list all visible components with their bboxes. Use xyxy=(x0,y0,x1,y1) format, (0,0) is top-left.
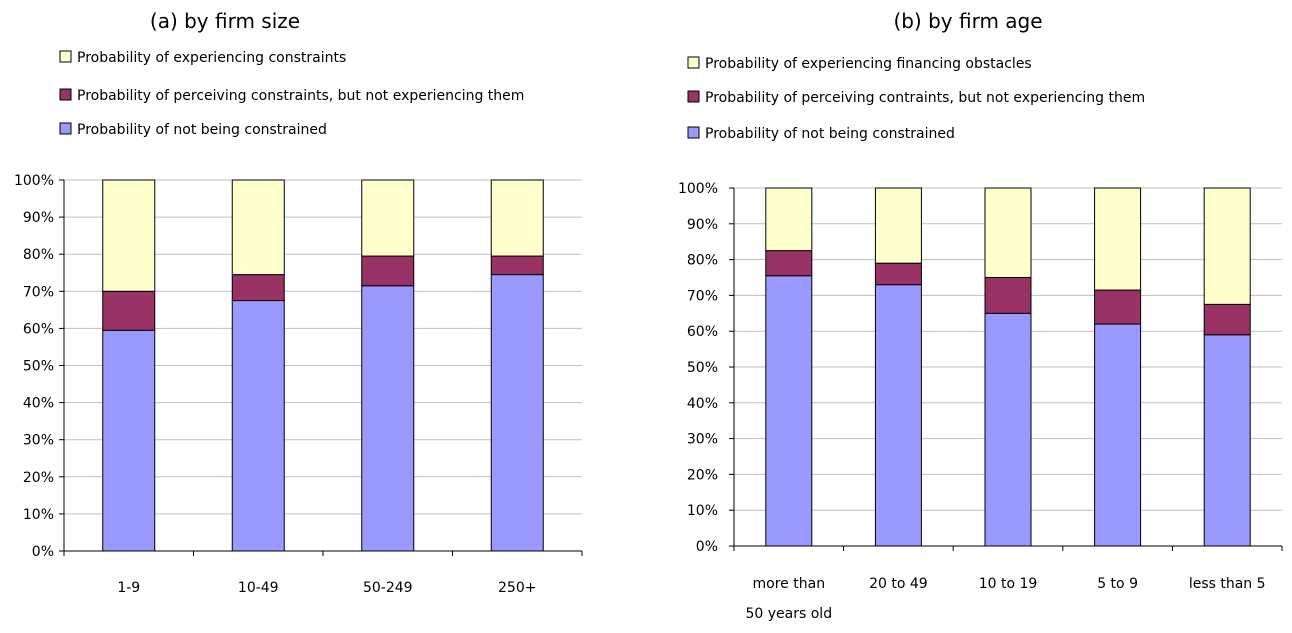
bar-segment xyxy=(765,275,813,547)
y-tick-label: 20% xyxy=(687,467,718,483)
chart-by-firm-age: (b) by firm age Probability of experienc… xyxy=(678,9,1283,622)
y-tick-label: 60% xyxy=(687,324,718,340)
y-tick-label: 40% xyxy=(23,396,54,412)
y-tick-label: 90% xyxy=(23,210,54,226)
bar-segment xyxy=(102,329,156,552)
bar-segment xyxy=(765,250,813,277)
x-tick-label: 50-249 xyxy=(363,580,413,596)
legend-label: Probability of experiencing constraints xyxy=(77,50,346,66)
legend-swatch xyxy=(59,122,72,135)
legend: Probability of experiencing financing ob… xyxy=(687,56,1145,142)
x-tick-label: 1-9 xyxy=(117,580,140,596)
chart-title: (a) by firm size xyxy=(150,9,300,33)
chart-by-firm-size: (a) by firm size Probability of experien… xyxy=(14,9,583,596)
y-tick-label: 80% xyxy=(23,247,54,263)
y-tick-label: 0% xyxy=(32,544,54,560)
legend-swatch xyxy=(687,56,700,69)
bar-segment xyxy=(1094,187,1142,291)
bar-segment xyxy=(874,187,922,264)
legend-swatch xyxy=(687,90,700,103)
bar-segment xyxy=(102,290,156,331)
bar-segment xyxy=(874,284,922,547)
bar-segment xyxy=(984,187,1032,278)
bar-segment xyxy=(1203,187,1251,305)
y-tick-label: 70% xyxy=(23,284,54,300)
bar-segment xyxy=(231,179,285,276)
x-tick-label: 20 to 49 xyxy=(869,576,928,592)
bar-segment xyxy=(231,300,285,552)
x-tick-label: 10-49 xyxy=(238,580,279,596)
y-tick-label: 70% xyxy=(687,288,718,304)
legend-label: Probability of experiencing financing ob… xyxy=(705,56,1032,72)
bar-segment xyxy=(490,179,544,257)
bars xyxy=(765,187,1251,547)
bar-segment xyxy=(361,179,415,257)
x-tick-label: more than xyxy=(753,576,826,592)
x-tick-label: less than 5 xyxy=(1189,576,1266,592)
y-tick-label: 20% xyxy=(23,470,54,486)
y-tick-label: 40% xyxy=(687,396,718,412)
x-tick-label: 250+ xyxy=(498,580,536,596)
x-tick-label: 50 years old xyxy=(746,606,833,622)
legend-label: Probability of perceiving contraints, bu… xyxy=(705,90,1145,106)
y-tick-label: 90% xyxy=(687,217,718,233)
legend-label: Probability of not being constrained xyxy=(77,122,327,138)
bar-segment xyxy=(1094,289,1142,325)
bar-segment xyxy=(765,187,813,252)
x-tick-label: 5 to 9 xyxy=(1097,576,1138,592)
bar-segment xyxy=(490,255,544,276)
legend: Probability of experiencing constraints P… xyxy=(59,50,524,138)
y-tick-label: 50% xyxy=(23,359,54,375)
bar-segment xyxy=(1094,323,1142,547)
legend-label: Probability of not being constrained xyxy=(705,126,955,142)
y-tick-label: 50% xyxy=(687,360,718,376)
bar-segment xyxy=(984,312,1032,547)
legend-label: Probability of perceiving constraints, b… xyxy=(77,88,524,104)
y-tick-label: 0% xyxy=(696,539,718,555)
bars xyxy=(102,179,544,552)
legend-swatch xyxy=(59,50,72,63)
bar-segment xyxy=(490,274,544,552)
tick-labels: 0% 10% 20% 30% 40% 50% 60% 70% 80% 90% 100% more th… xyxy=(678,181,1266,622)
y-tick-label: 80% xyxy=(687,253,718,269)
legend-swatch xyxy=(687,126,700,139)
y-tick-label: 30% xyxy=(687,432,718,448)
bar-segment xyxy=(102,179,156,292)
y-tick-label: 60% xyxy=(23,321,54,337)
y-tick-label: 10% xyxy=(23,507,54,523)
legend-swatch xyxy=(59,88,72,101)
bar-segment xyxy=(1203,303,1251,336)
x-tick-label: 10 to 19 xyxy=(979,576,1038,592)
bar-segment xyxy=(874,262,922,286)
bar-segment xyxy=(361,285,415,552)
bar-segment xyxy=(231,274,285,302)
y-tick-label: 100% xyxy=(14,173,54,189)
bar-segment xyxy=(361,255,415,287)
chart-title: (b) by firm age xyxy=(893,9,1042,33)
bar-segment xyxy=(984,277,1032,314)
y-tick-label: 30% xyxy=(23,433,54,449)
axes xyxy=(729,187,1283,551)
bar-segment xyxy=(1203,334,1251,547)
y-tick-label: 100% xyxy=(678,181,718,197)
y-tick-label: 10% xyxy=(687,503,718,519)
tick-labels: 0% 10% 20% 30% 40% 50% 60% 70% 80% 90% 100% 1-9 10-4… xyxy=(14,173,537,596)
